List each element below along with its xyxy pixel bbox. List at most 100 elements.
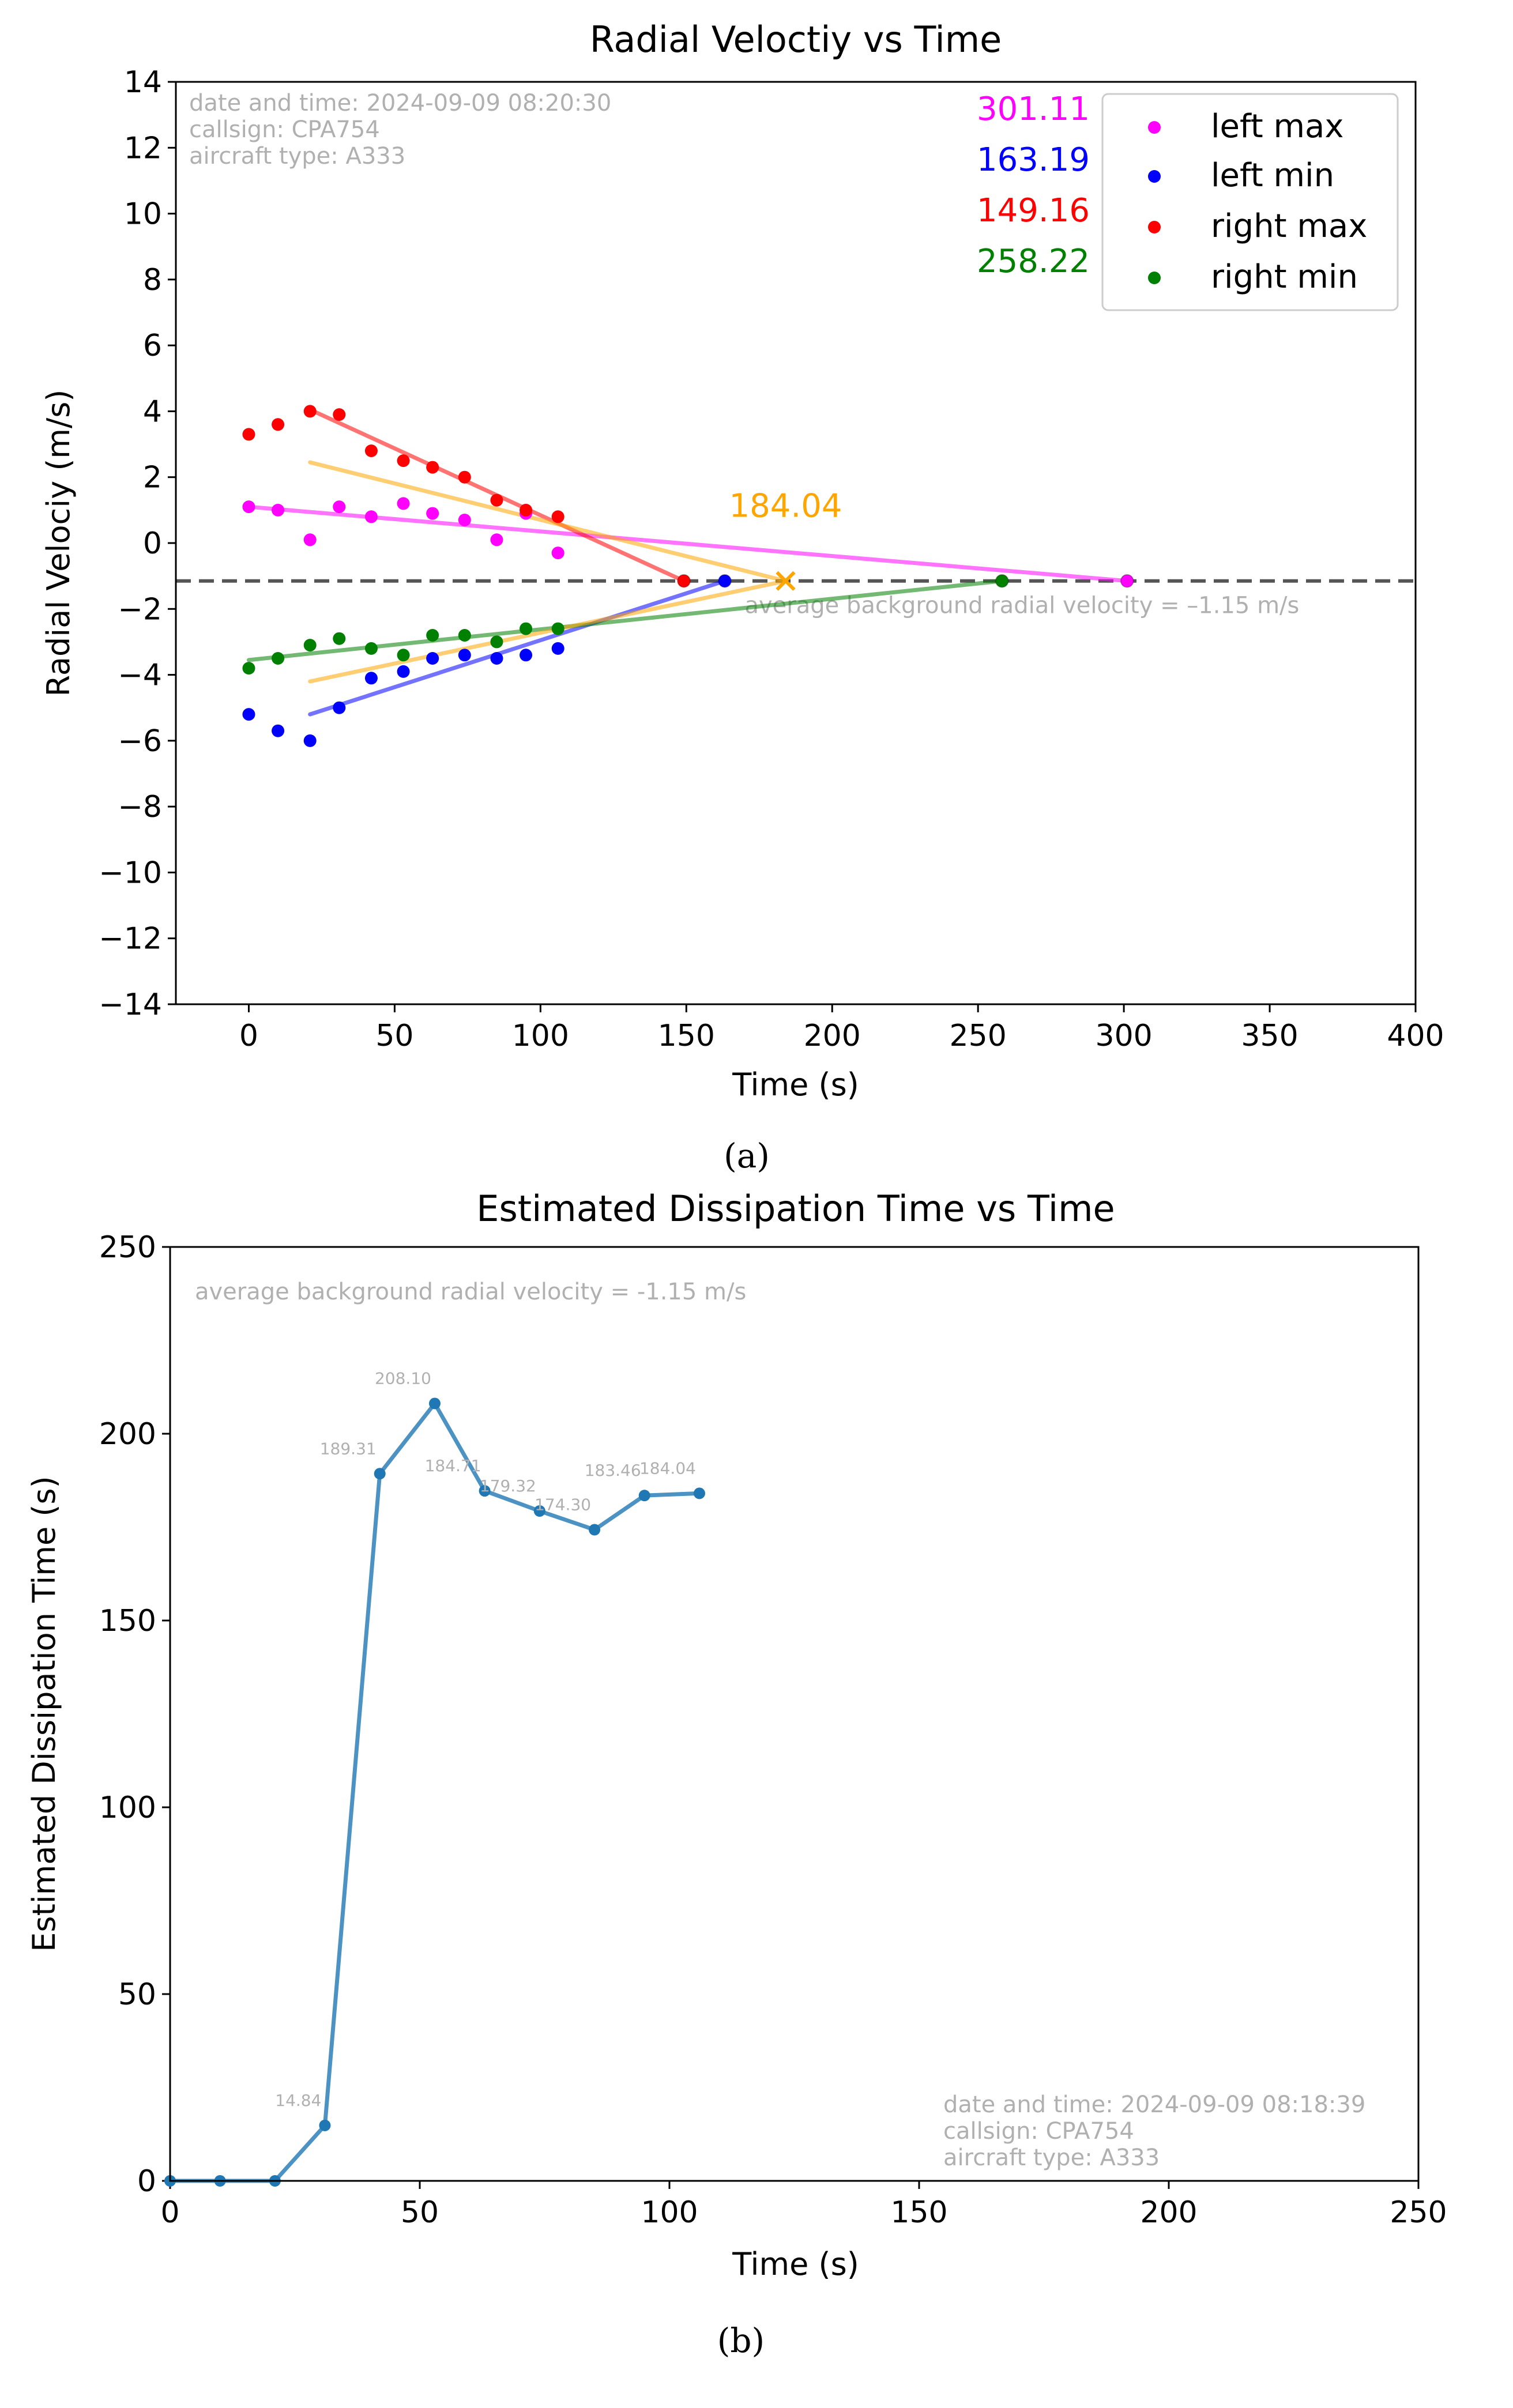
point-label: 179.32 xyxy=(480,1476,536,1495)
intercept-point xyxy=(718,574,732,588)
data-point xyxy=(333,500,346,514)
data-point xyxy=(303,734,317,747)
chart-b-info-line: callsign: CPA754 xyxy=(943,2118,1134,2145)
data-point xyxy=(364,510,378,523)
x-tick-label: 100 xyxy=(512,1019,569,1053)
chart-b-plot-frame xyxy=(169,1246,1420,2182)
y-tick-label: 50 xyxy=(118,1977,156,2012)
data-point xyxy=(242,708,255,721)
data-point xyxy=(242,500,255,514)
y-tick-label: 6 xyxy=(143,329,162,363)
chart-a-info-text: date and time: 2024-09-09 08:20:30 calls… xyxy=(189,90,611,169)
data-point xyxy=(428,1397,441,1410)
point-label: 183.46 xyxy=(585,1461,641,1480)
fit-line xyxy=(246,504,1130,583)
y-tick-label: 200 xyxy=(99,1417,156,1452)
chart-a-intercept-labels: 301.11 163.19 149.16 258.22 xyxy=(977,91,1090,280)
chart-a-legend: left max left min right max right min xyxy=(1101,93,1399,311)
legend-marker-left-min xyxy=(1148,170,1161,183)
point-label: 14.84 xyxy=(275,2091,321,2110)
data-point xyxy=(364,444,378,457)
data-point xyxy=(479,1485,491,1497)
data-point xyxy=(693,1487,705,1499)
data-point xyxy=(551,547,564,560)
data-point xyxy=(364,672,378,685)
fit-line xyxy=(246,579,1004,662)
data-point xyxy=(242,428,255,441)
y-tick-label: 4 xyxy=(143,394,162,429)
intercept-point xyxy=(995,574,1009,588)
point-label: 208.10 xyxy=(375,1369,431,1388)
data-point xyxy=(638,1490,650,1502)
data-point xyxy=(303,533,317,547)
y-tick-label: 12 xyxy=(124,131,162,165)
data-point xyxy=(272,724,285,737)
data-point xyxy=(520,622,533,635)
x-tick-label: 400 xyxy=(1387,1019,1444,1053)
y-tick-label: −8 xyxy=(118,790,162,824)
chart-a-info-line: aircraft type: A333 xyxy=(189,143,405,169)
x-tick-label: 150 xyxy=(658,1019,715,1053)
dissipation-label: 184.04 xyxy=(729,487,842,525)
x-tick-label: 250 xyxy=(1390,2195,1447,2230)
intercept-label-right-min: 258.22 xyxy=(977,243,1090,280)
data-point xyxy=(333,632,346,645)
data-point xyxy=(272,418,285,431)
data-point xyxy=(272,503,285,517)
data-point xyxy=(303,405,317,418)
chart-a-ticks: 0 50 100 150 200 250 300 350 400−14−12−10−8−6−4−… xyxy=(99,65,1444,1053)
x-tick-label: 50 xyxy=(375,1019,413,1053)
intercept-point xyxy=(1120,574,1134,588)
y-tick-label: 150 xyxy=(99,1604,156,1638)
intercept-label-right-max: 149.16 xyxy=(977,192,1090,229)
y-tick-label: −6 xyxy=(118,724,162,759)
data-point xyxy=(589,1524,601,1536)
chart-b-xlabel: Time (s) xyxy=(732,2246,859,2282)
y-tick-label: −4 xyxy=(118,658,162,693)
y-tick-label: 10 xyxy=(124,197,162,232)
data-point xyxy=(333,701,346,714)
legend-label-right-max: right max xyxy=(1211,208,1367,245)
legend-marker-right-max xyxy=(1148,221,1161,233)
y-tick-label: 250 xyxy=(99,1230,156,1265)
data-point xyxy=(490,635,503,649)
y-tick-label: −14 xyxy=(99,988,162,1022)
x-tick-label: 200 xyxy=(804,1019,861,1053)
y-tick-label: 14 xyxy=(124,65,162,100)
chart-a-title: Radial Veloctiy vs Time xyxy=(590,18,1002,61)
data-point xyxy=(458,514,471,526)
fit-line xyxy=(308,460,788,583)
data-point xyxy=(458,470,471,484)
chart-b-title: Estimated Dissipation Time vs Time xyxy=(476,1188,1115,1230)
data-point xyxy=(490,652,503,665)
data-point xyxy=(490,493,503,507)
x-tick-label: 50 xyxy=(401,2195,439,2230)
data-point xyxy=(520,649,533,662)
chart-a-ylabel: Radial Velociy (m/s) xyxy=(40,390,77,697)
chart-a: Radial Veloctiy vs Time date and time: 2… xyxy=(40,18,1444,1175)
chart-b: Estimated Dissipation Time vs Time avera… xyxy=(26,1188,1447,2360)
y-tick-label: 2 xyxy=(143,461,162,495)
data-point xyxy=(397,497,410,510)
background-velocity-label: average background radial velocity = –1.… xyxy=(744,593,1299,619)
chart-b-info-line: date and time: 2024-09-09 08:18:39 xyxy=(943,2092,1365,2118)
y-tick-label: −12 xyxy=(99,922,162,956)
data-point xyxy=(333,408,346,421)
data-point xyxy=(490,533,503,547)
point-label: 184.04 xyxy=(639,1459,696,1478)
y-tick-label: −10 xyxy=(99,856,162,890)
x-tick-label: 0 xyxy=(160,2195,179,2230)
y-tick-label: 0 xyxy=(137,2164,156,2199)
data-point xyxy=(319,2119,331,2131)
data-point xyxy=(458,629,471,642)
point-label: 174.30 xyxy=(535,1495,591,1514)
data-point xyxy=(397,454,410,468)
legend-label-left-min: left min xyxy=(1211,157,1334,194)
x-tick-label: 350 xyxy=(1241,1019,1298,1053)
legend-box xyxy=(1101,93,1399,311)
chart-b-ylabel: Estimated Dissipation Time (s) xyxy=(26,1476,62,1951)
data-point xyxy=(520,503,533,517)
data-point xyxy=(374,1468,386,1480)
chart-a-marks: average background radial velocity = –1.… xyxy=(176,405,1416,747)
chart-a-caption: (a) xyxy=(724,1136,770,1175)
